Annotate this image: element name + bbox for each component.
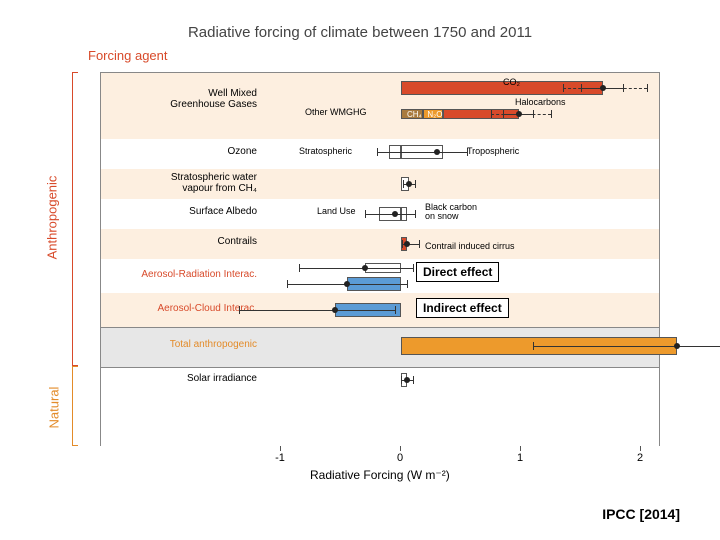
forcing-agent-label: Forcing agent [88, 48, 168, 63]
error-bar [533, 346, 720, 347]
bracket-natural [72, 366, 78, 446]
x-tick-label: 1 [517, 452, 523, 464]
annotation: Tropospheric [467, 147, 519, 156]
x-tick-label: 2 [637, 452, 643, 464]
error-cap [401, 376, 402, 384]
annotation: N₂O [427, 111, 442, 119]
error-cap [551, 110, 552, 118]
best-estimate-dot [516, 111, 522, 117]
error-cap [407, 280, 408, 288]
error-cap [365, 210, 366, 218]
annotation: CH₄ [407, 111, 422, 119]
error-cap [413, 376, 414, 384]
best-estimate-dot [404, 377, 410, 383]
annotation: Land Use [317, 207, 356, 216]
best-estimate-dot [392, 211, 398, 217]
overlay-direct-effect: Direct effect [416, 262, 499, 282]
error-cap [419, 240, 420, 248]
best-estimate-dot [674, 343, 680, 349]
error-cap [533, 342, 534, 350]
vlabel-natural: Natural [46, 387, 61, 429]
vlabel-anthropogenic: Anthropogenic [44, 176, 59, 260]
error-cap [287, 280, 288, 288]
overlay-indirect-effect: Indirect effect [416, 298, 509, 318]
error-cap [563, 84, 564, 92]
annotation: Other WMGHG [305, 108, 367, 117]
error-cap [395, 306, 396, 314]
citation-label: IPCC [2014] [602, 506, 680, 522]
row-label-solar: Solar irradiance [107, 373, 257, 384]
best-estimate-dot [332, 307, 338, 313]
x-tick [280, 446, 281, 451]
annotation: Black carbonon snow [425, 203, 477, 222]
row-label-ozone: Ozone [107, 146, 257, 157]
x-tick-label: -1 [275, 452, 285, 464]
best-estimate-dot [344, 281, 350, 287]
error-cap [377, 148, 378, 156]
error-cap [413, 264, 414, 272]
error-cap [403, 180, 404, 188]
annotation: CO₂ [503, 78, 520, 87]
best-estimate-dot [600, 85, 606, 91]
row-label-wmghg: Well MixedGreenhouse Gases [107, 88, 257, 110]
row-label-total: Total anthropogenic [107, 339, 257, 350]
error-cap [415, 210, 416, 218]
row-label-albedo: Surface Albedo [107, 206, 257, 217]
error-bar-dashed [299, 268, 413, 269]
best-estimate-dot [406, 181, 412, 187]
x-tick [400, 446, 401, 451]
best-estimate-dot [434, 149, 440, 155]
error-bar [365, 214, 415, 215]
x-tick [640, 446, 641, 451]
separator [101, 327, 659, 328]
error-cap [647, 84, 648, 92]
plot-area: Well MixedGreenhouse Gases CO₂ Halocarbons… [100, 72, 660, 446]
chart-canvas: Radiative forcing of climate between 175… [0, 0, 720, 540]
best-estimate-dot [404, 241, 410, 247]
separator [101, 367, 659, 368]
row-label-ari: Aerosol-Radiation Interac. [107, 269, 257, 280]
x-tick [520, 446, 521, 451]
row-label-aci: Aerosol-Cloud Interac. [107, 303, 257, 314]
best-estimate-dot [362, 265, 368, 271]
error-cap [415, 180, 416, 188]
error-bar [239, 310, 395, 311]
error-bar [377, 152, 467, 153]
annotation: Contrail induced cirrus [425, 242, 515, 251]
x-axis-label: Radiative Forcing (W m⁻²) [310, 468, 450, 482]
annotation: Halocarbons [515, 98, 566, 107]
row-label-swv: Stratospheric watervapour from CH₄ [107, 172, 257, 194]
error-cap [491, 110, 492, 118]
chart-title: Radiative forcing of climate between 175… [0, 24, 720, 41]
x-tick-label: 0 [397, 452, 403, 464]
annotation: Stratospheric [299, 147, 352, 156]
bracket-anthropogenic [72, 72, 78, 366]
error-cap [239, 306, 240, 314]
row-label-contrails: Contrails [107, 236, 257, 247]
